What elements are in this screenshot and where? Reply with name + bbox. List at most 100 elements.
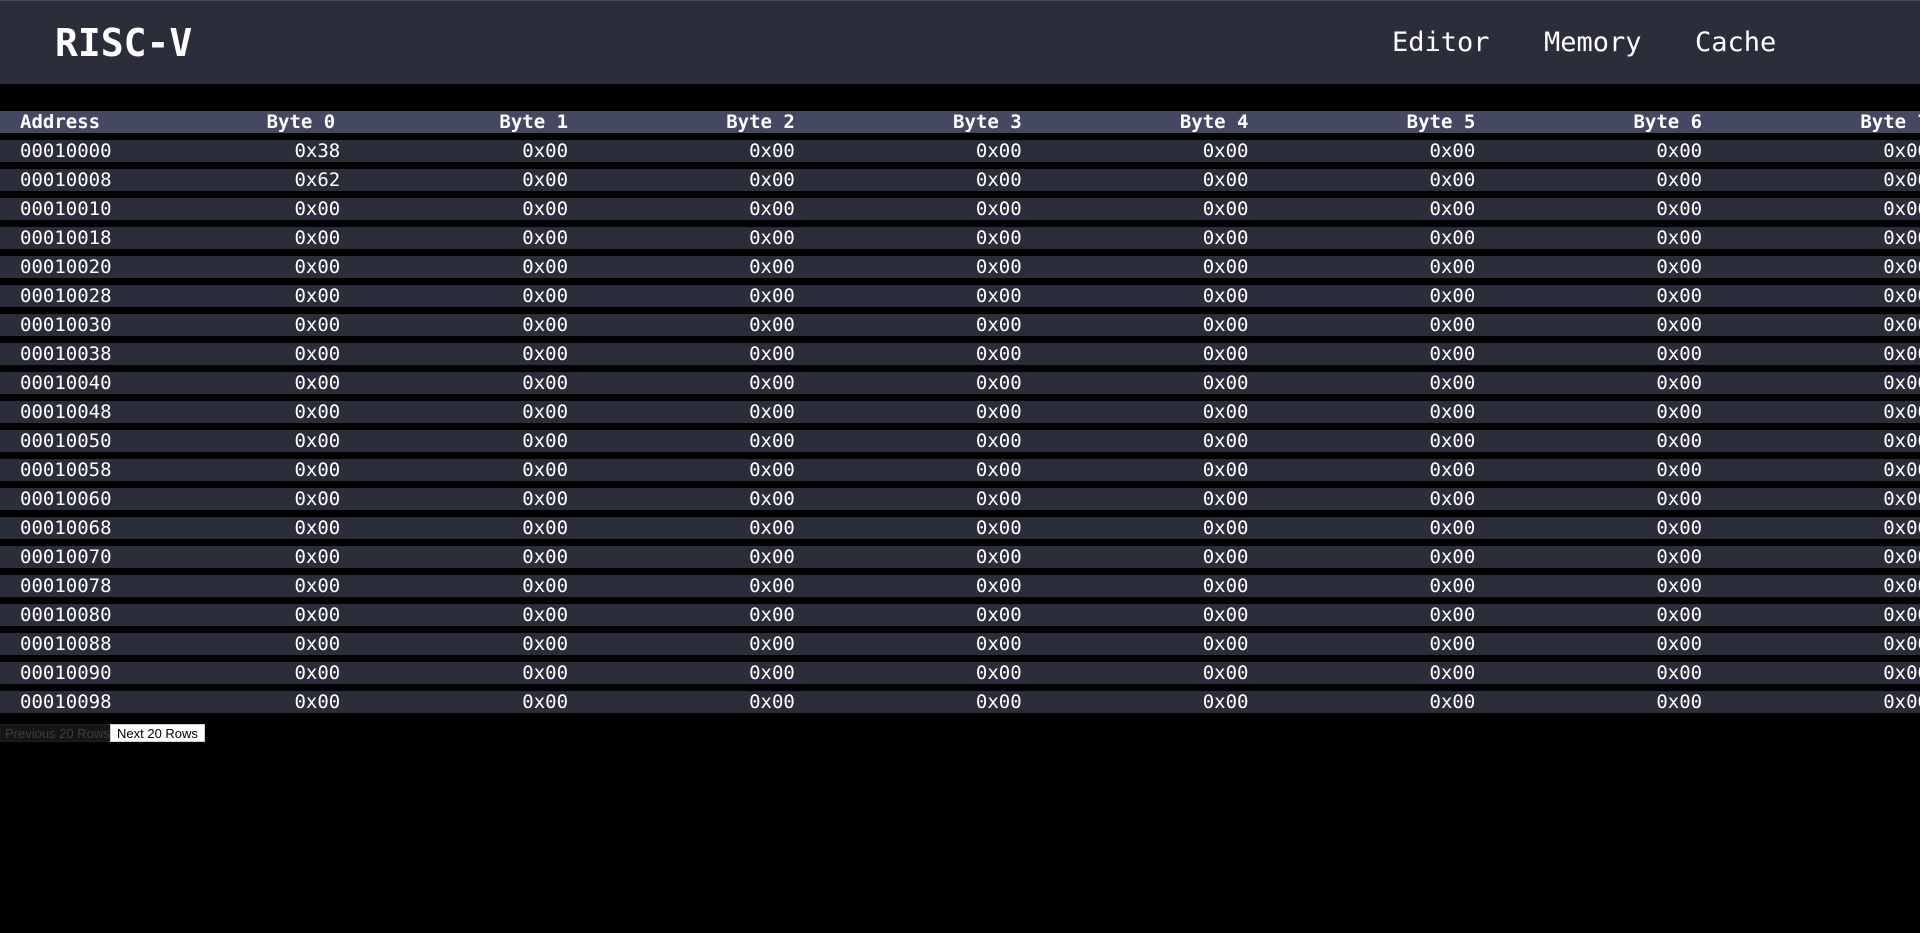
byte-cell: 0x00 — [341, 198, 569, 227]
byte-cell: 0x00 — [1702, 372, 1920, 401]
byte-cell: 0x00 — [794, 285, 1022, 314]
byte-cell: 0x00 — [341, 459, 569, 488]
byte-cell: 0x00 — [1702, 517, 1920, 546]
byte-cell: 0x00 — [1702, 633, 1920, 662]
column-header: Byte 2 — [568, 111, 795, 140]
byte-cell: 0x00 — [1248, 256, 1476, 285]
column-header: Byte 4 — [1021, 111, 1249, 140]
byte-cell: 0x00 — [165, 691, 342, 713]
byte-cell: 0x00 — [568, 285, 795, 314]
byte-cell: 0x00 — [1021, 343, 1249, 372]
byte-cell: 0x00 — [1021, 691, 1249, 713]
byte-cell: 0x00 — [794, 691, 1022, 713]
byte-cell: 0x00 — [1475, 285, 1703, 314]
byte-cell: 0x00 — [165, 256, 342, 285]
address-cell: 00010080 — [0, 604, 166, 633]
byte-cell: 0x00 — [1021, 140, 1249, 169]
byte-cell: 0x00 — [794, 227, 1022, 256]
byte-cell: 0x00 — [1248, 169, 1476, 198]
byte-cell: 0x00 — [1702, 227, 1920, 256]
byte-cell: 0x00 — [794, 662, 1022, 691]
byte-cell: 0x00 — [568, 604, 795, 633]
byte-cell: 0x00 — [1021, 227, 1249, 256]
byte-cell: 0x00 — [165, 198, 342, 227]
byte-cell: 0x00 — [1248, 401, 1476, 430]
address-cell: 00010040 — [0, 372, 166, 401]
byte-cell: 0x00 — [794, 575, 1022, 604]
byte-cell: 0x00 — [341, 546, 569, 575]
byte-cell: 0x00 — [165, 488, 342, 517]
top-navbar: RISC-V Editor Memory Cache — [0, 0, 1920, 84]
byte-cell: 0x00 — [1475, 401, 1703, 430]
byte-cell: 0x00 — [1475, 430, 1703, 459]
byte-cell: 0x00 — [1248, 488, 1476, 517]
nav-editor[interactable]: Editor — [1392, 27, 1490, 58]
address-cell: 00010098 — [0, 691, 166, 713]
byte-cell: 0x00 — [1702, 488, 1920, 517]
byte-cell: 0x00 — [341, 430, 569, 459]
byte-cell: 0x00 — [1702, 575, 1920, 604]
column-header: Byte 6 — [1475, 111, 1703, 140]
column-header: Address — [0, 111, 166, 140]
nav-cache[interactable]: Cache — [1695, 27, 1777, 58]
address-cell: 00010030 — [0, 314, 166, 343]
byte-cell: 0x00 — [1248, 691, 1476, 713]
byte-cell: 0x00 — [1021, 430, 1249, 459]
byte-cell: 0x00 — [568, 314, 795, 343]
byte-cell: 0x00 — [1702, 430, 1920, 459]
byte-cell: 0x00 — [1475, 256, 1703, 285]
byte-cell: 0x00 — [341, 140, 569, 169]
address-cell: 00010058 — [0, 459, 166, 488]
byte-cell: 0x00 — [341, 604, 569, 633]
byte-cell: 0x00 — [568, 430, 795, 459]
byte-cell: 0x00 — [1475, 517, 1703, 546]
byte-cell: 0x00 — [1702, 401, 1920, 430]
byte-cell: 0x38 — [165, 140, 342, 169]
next-rows-button[interactable]: Next 20 Rows — [110, 724, 205, 742]
nav-memory[interactable]: Memory — [1544, 27, 1642, 58]
previous-rows-button[interactable]: Previous 20 Rows — [0, 724, 110, 742]
byte-cell: 0x00 — [1021, 372, 1249, 401]
byte-cell: 0x00 — [1021, 401, 1249, 430]
byte-cell: 0x00 — [1021, 575, 1249, 604]
column-header: Byte 1 — [341, 111, 569, 140]
address-cell: 00010010 — [0, 198, 166, 227]
byte-cell: 0x00 — [165, 430, 342, 459]
byte-cell: 0x00 — [568, 575, 795, 604]
byte-cell: 0x00 — [1702, 285, 1920, 314]
byte-cell: 0x00 — [1021, 285, 1249, 314]
byte-cell: 0x00 — [1021, 517, 1249, 546]
byte-cell: 0x00 — [341, 372, 569, 401]
byte-cell: 0x00 — [794, 372, 1022, 401]
byte-cell: 0x00 — [341, 227, 569, 256]
byte-cell: 0x00 — [1021, 169, 1249, 198]
byte-cell: 0x00 — [1021, 633, 1249, 662]
byte-cell: 0x00 — [1248, 372, 1476, 401]
byte-cell: 0x00 — [165, 662, 342, 691]
byte-cell: 0x00 — [568, 227, 795, 256]
byte-cell: 0x00 — [1475, 372, 1703, 401]
byte-cell: 0x00 — [1475, 633, 1703, 662]
address-cell: 00010060 — [0, 488, 166, 517]
pagination: Previous 20 Rows Next 20 Rows — [0, 724, 205, 742]
byte-cell: 0x00 — [1475, 343, 1703, 372]
byte-cell: 0x00 — [341, 401, 569, 430]
byte-cell: 0x00 — [1702, 314, 1920, 343]
byte-cell: 0x00 — [1248, 575, 1476, 604]
byte-cell: 0x00 — [794, 256, 1022, 285]
byte-cell: 0x00 — [568, 662, 795, 691]
byte-cell: 0x00 — [1475, 314, 1703, 343]
byte-cell: 0x00 — [794, 633, 1022, 662]
memory-table-body: 00010000 0x38 0x00 0x00 0x00 0x00 0x00 0x00 0x0 0… — [0, 140, 1920, 713]
address-cell: 00010018 — [0, 227, 166, 256]
byte-cell: 0x00 — [1475, 227, 1703, 256]
